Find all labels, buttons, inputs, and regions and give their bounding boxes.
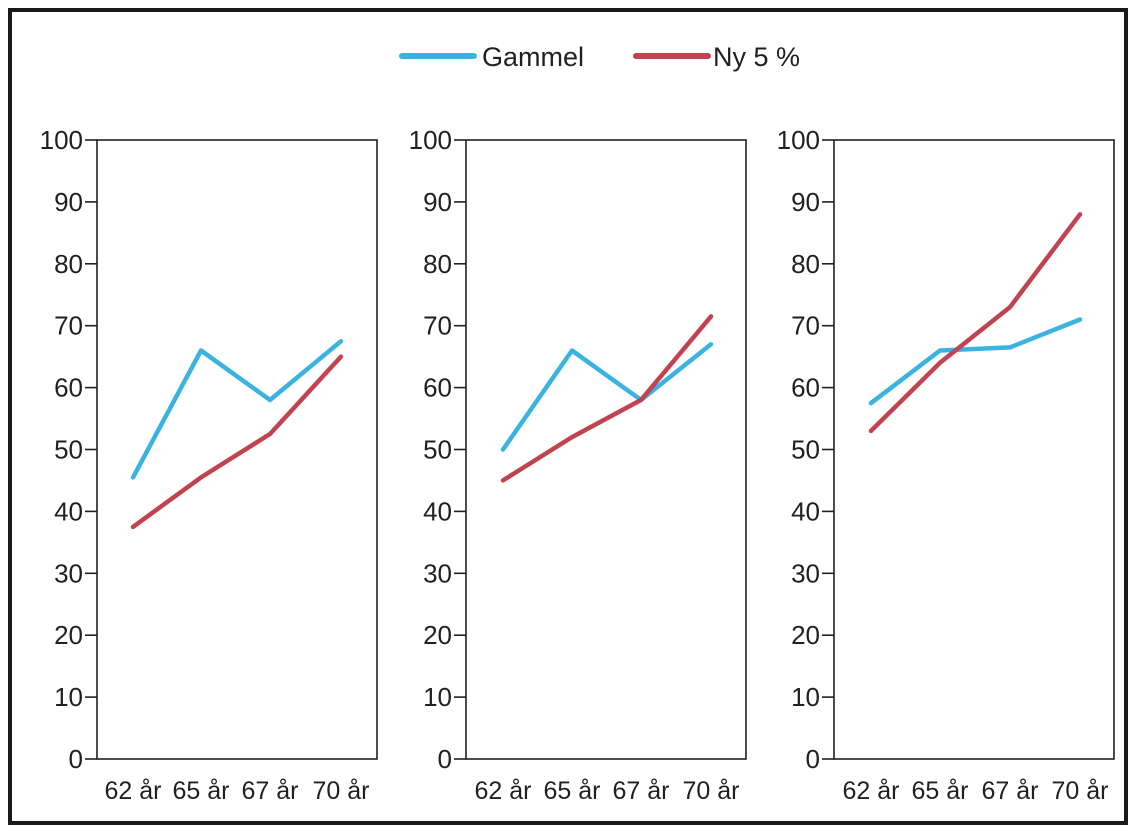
y-tick-label: 0 [438,744,452,774]
y-tick-label: 50 [423,435,452,465]
panel-3: 0 10 20 30 40 50 60 70 80 90 100 62 år 65 år 67 år 70 … [777,125,1115,805]
panel-2: 0 10 20 30 40 50 60 70 80 90 100 62 år 65 år 67 år 70 … [409,125,747,805]
x-category-label: 70 år [1052,777,1109,805]
y-tick-label: 20 [791,620,820,650]
y-tick-label: 20 [54,620,83,650]
y-tick-label: 60 [54,373,83,403]
panel-1: 0 10 20 30 40 50 60 70 80 90 100 62 år 65 år 67 år 70 … [40,125,378,805]
y-tick-label: 50 [54,435,83,465]
y-tick-label: 90 [791,187,820,217]
y-tick-label: 10 [423,682,452,712]
y-tick-label: 90 [54,187,83,217]
y-tick-label: 60 [423,373,452,403]
y-tick-label: 30 [423,558,452,588]
y-tick-label: 30 [54,558,83,588]
x-category-label: 67 år [982,777,1039,805]
y-tick-label: 40 [791,496,820,526]
series-line-gammel [500,342,714,452]
plot-area [833,139,1115,760]
x-category-label: 65 år [173,777,230,805]
y-tick-label: 70 [54,311,83,341]
y-tick-label: 80 [791,249,820,279]
y-tick-label: 40 [423,496,452,526]
y-tick-label: 80 [54,249,83,279]
y-tick-label: 20 [423,620,452,650]
series-line-ny-5 [868,212,1083,434]
y-tick-label: 0 [69,744,83,774]
y-tick-label: 80 [423,249,452,279]
y-tick-label: 70 [423,311,452,341]
series-line-ny-5 [130,354,344,530]
x-category-label: 67 år [613,777,670,805]
x-category-label: 67 år [242,777,299,805]
x-category-label: 62 år [475,777,532,805]
x-category-label: 70 år [313,777,370,805]
y-tick-label: 10 [791,682,820,712]
series-line-ny-5 [500,314,714,483]
legend-label-ny-5: Ny 5 % [713,42,800,72]
y-tick-label: 10 [54,682,83,712]
y-tick-label: 100 [40,125,83,155]
plot-area [465,139,747,760]
y-tick-label: 0 [806,744,820,774]
y-tick-label: 90 [423,187,452,217]
x-category-label: 62 år [105,777,162,805]
legend-label-gammel: Gammel [482,42,584,72]
legend: Gammel Ny 5 % [399,42,800,72]
chart-frame [8,8,1128,825]
series-line-gammel [130,338,344,480]
x-category-label: 62 år [843,777,900,805]
plot-area [96,139,378,760]
y-tick-label: 40 [54,496,83,526]
y-tick-label: 100 [409,125,452,155]
x-category-label: 65 år [912,777,969,805]
x-category-label: 70 år [683,777,740,805]
y-tick-label: 100 [777,125,820,155]
x-category-label: 65 år [544,777,601,805]
y-tick-label: 60 [791,373,820,403]
y-tick-label: 70 [791,311,820,341]
y-tick-label: 50 [791,435,820,465]
series-line-gammel [868,317,1083,406]
y-tick-label: 30 [791,558,820,588]
